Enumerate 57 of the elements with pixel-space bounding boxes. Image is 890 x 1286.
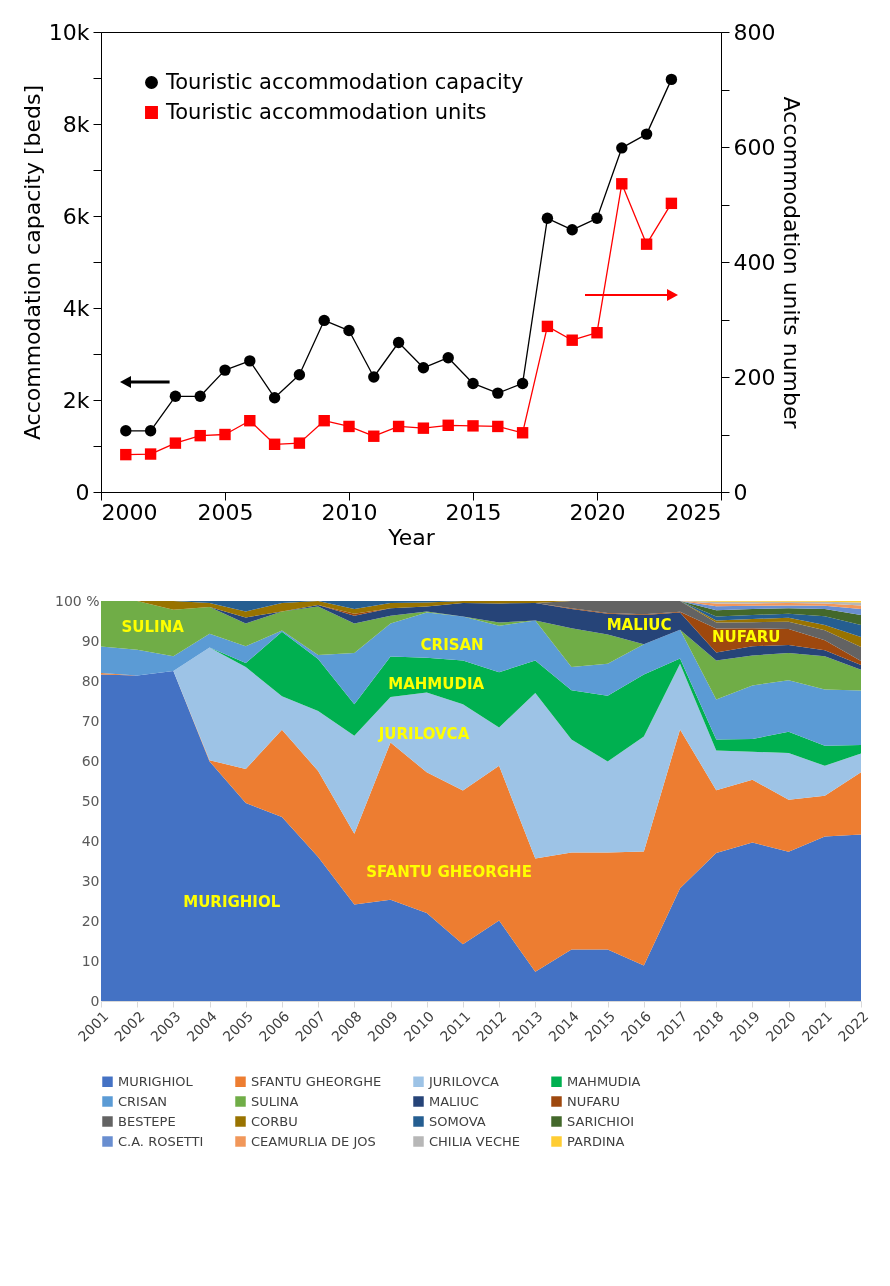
- y2-tick-label: 600: [733, 134, 776, 160]
- legend-label: CORBU: [251, 1113, 298, 1129]
- y-tick-label: 0: [75, 479, 90, 505]
- y-tick-label: 0: [90, 992, 100, 1009]
- y2-tick-label: 400: [733, 249, 776, 275]
- y-tick-label: 20: [81, 912, 100, 929]
- y-tick-label: 10: [81, 952, 100, 969]
- annotation: CRISAN: [420, 635, 484, 654]
- legend-label: MAHMUDIA: [567, 1073, 641, 1089]
- x-tick-label: 2000: [101, 499, 158, 525]
- annotation: MAHMUDIA: [388, 675, 485, 694]
- legend-label: NUFARU: [567, 1093, 620, 1109]
- y2-tick-label: 200: [733, 364, 776, 390]
- legend-label: CHILIA VECHE: [429, 1133, 520, 1149]
- annotation: SULINA: [121, 618, 185, 636]
- y-tick-label: 90: [81, 632, 100, 649]
- y-tick-label: 8k: [62, 111, 90, 137]
- y-tick-label: 40: [81, 832, 100, 849]
- x-tick-label: 2015: [445, 499, 502, 525]
- legend-label: C.A. ROSETTI: [118, 1133, 204, 1149]
- annotation: NUFARU: [711, 628, 781, 646]
- legend-label: SFANTU GHEORGHE: [251, 1073, 382, 1089]
- x-axis-title: Year: [387, 524, 436, 550]
- legend-label: Touristic accommodation units: [165, 99, 487, 124]
- x-tick-label: 2005: [197, 499, 254, 525]
- y-axis-title: Accommodation capacity [beds]: [19, 84, 45, 441]
- annotation: SFANTU GHEORGHE: [366, 863, 532, 882]
- annotation: MURIGHIOL: [183, 892, 281, 911]
- y-tick-label: 100 %: [55, 592, 100, 609]
- legend-label: MALIUC: [429, 1093, 479, 1109]
- y2-tick-label: 800: [733, 19, 776, 45]
- y-tick-label: 70: [81, 712, 100, 729]
- y-tick-label: 4k: [62, 295, 90, 321]
- legend-label: PARDINA: [567, 1133, 625, 1149]
- legend-label: SULINA: [251, 1093, 299, 1109]
- y-tick-label: 50: [81, 792, 100, 809]
- legend-label: MURIGHIOL: [118, 1073, 194, 1089]
- legend-label: SOMOVA: [429, 1113, 486, 1129]
- legend-label: Touristic accommodation capacity: [165, 69, 524, 94]
- y-tick-label: 6k: [62, 203, 90, 229]
- y2-axis-title: Accommodation units number: [779, 96, 805, 430]
- annotation: JURILOVCA: [377, 725, 470, 744]
- x-tick-label: 2010: [321, 499, 378, 525]
- y-tick-label: 30: [81, 872, 100, 889]
- y-tick-label: 80: [81, 672, 100, 689]
- legend-label: CEAMURLIA DE JOS: [251, 1133, 376, 1149]
- legend-label: SARICHIOI: [567, 1113, 635, 1129]
- x-tick-label: 2020: [569, 499, 626, 525]
- legend-label: CRISAN: [118, 1093, 168, 1109]
- y-tick-label: 2k: [62, 387, 90, 413]
- y-tick-label: 10k: [48, 19, 90, 45]
- x-tick-label: 2025: [665, 499, 722, 525]
- legend-label: JURILOVCA: [428, 1073, 499, 1089]
- legend-label: BESTEPE: [118, 1113, 176, 1129]
- y2-tick-label: 0: [733, 479, 748, 505]
- y-tick-label: 60: [81, 752, 100, 769]
- annotation: MALIUC: [606, 616, 672, 634]
